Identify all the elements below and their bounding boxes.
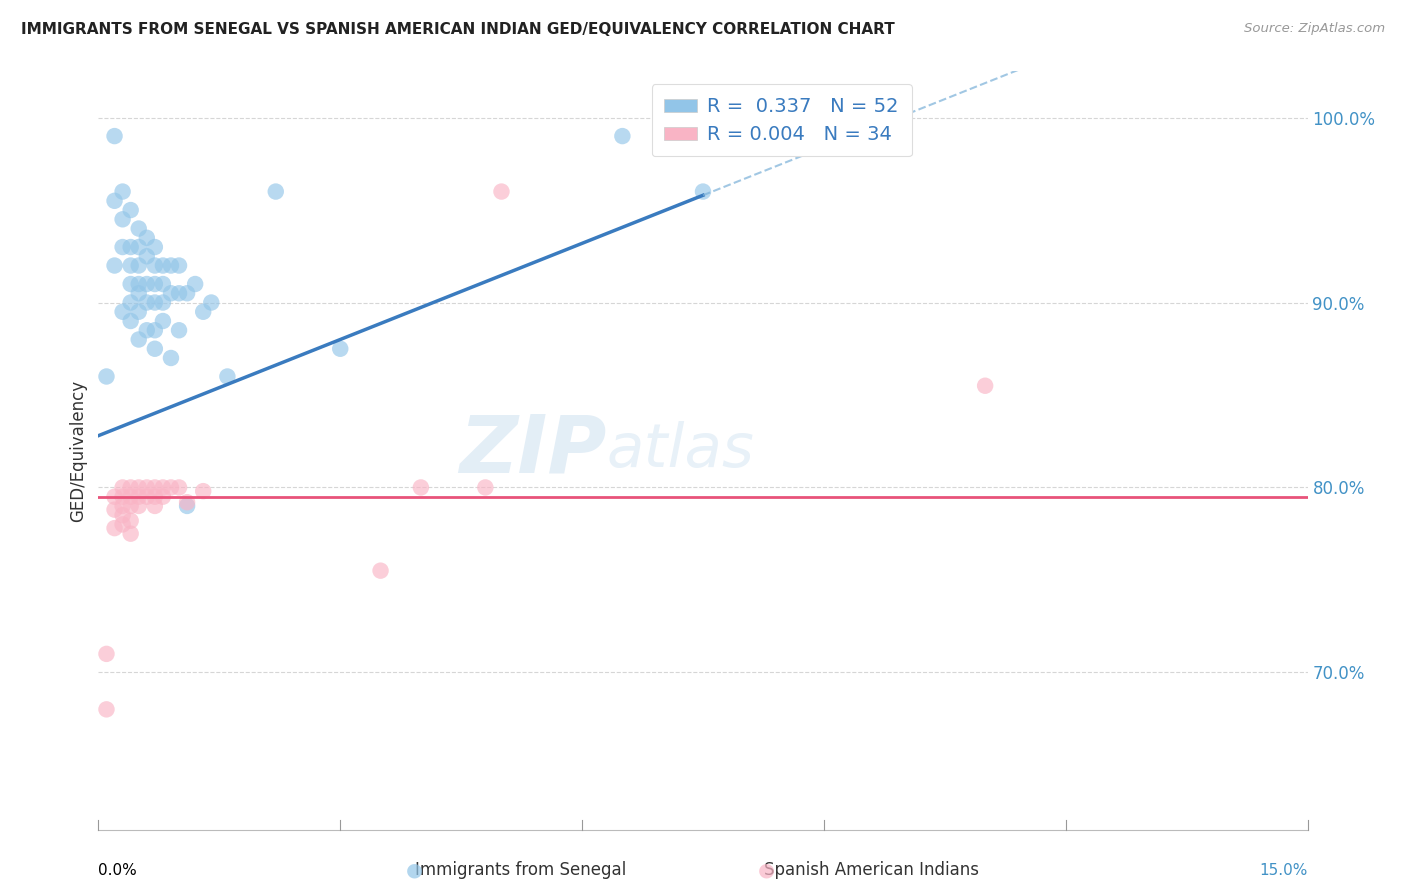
Point — [160, 480, 183, 494]
Point — [120, 259, 142, 273]
Point — [103, 259, 125, 273]
Point — [612, 129, 634, 144]
Point — [135, 295, 157, 310]
Point — [111, 490, 134, 504]
Point — [152, 490, 174, 504]
Point — [103, 490, 125, 504]
Point — [111, 480, 134, 494]
Point — [111, 517, 134, 532]
Point — [370, 564, 392, 578]
Text: ●: ● — [758, 860, 775, 880]
Legend: R =  0.337   N = 52, R = 0.004   N = 34: R = 0.337 N = 52, R = 0.004 N = 34 — [651, 84, 911, 156]
Text: Spanish American Indians: Spanish American Indians — [765, 861, 979, 879]
Point — [329, 342, 352, 356]
Point — [143, 323, 166, 337]
Point — [128, 240, 150, 254]
Point — [193, 305, 215, 319]
Point — [217, 369, 239, 384]
Point — [111, 212, 134, 227]
Point — [176, 499, 198, 513]
Point — [160, 286, 183, 301]
Point — [152, 259, 174, 273]
Point — [128, 499, 150, 513]
Point — [120, 277, 142, 291]
Point — [143, 295, 166, 310]
Point — [135, 277, 157, 291]
Point — [120, 499, 142, 513]
Point — [176, 286, 198, 301]
Point — [128, 333, 150, 347]
Point — [143, 240, 166, 254]
Point — [120, 490, 142, 504]
Point — [111, 185, 134, 199]
Point — [128, 286, 150, 301]
Point — [120, 480, 142, 494]
Text: ZIP: ZIP — [458, 411, 606, 490]
Point — [184, 277, 207, 291]
Point — [143, 499, 166, 513]
Y-axis label: GED/Equivalency: GED/Equivalency — [69, 379, 87, 522]
Point — [128, 480, 150, 494]
Point — [128, 490, 150, 504]
Point — [103, 194, 125, 208]
Point — [167, 480, 190, 494]
Point — [128, 259, 150, 273]
Point — [152, 295, 174, 310]
Point — [128, 221, 150, 235]
Point — [152, 314, 174, 328]
Point — [160, 351, 183, 365]
Point — [167, 323, 190, 337]
Point — [120, 526, 142, 541]
Point — [111, 305, 134, 319]
Point — [143, 277, 166, 291]
Point — [135, 480, 157, 494]
Point — [167, 259, 190, 273]
Text: 0.0%: 0.0% — [98, 863, 138, 878]
Point — [491, 185, 513, 199]
Point — [96, 369, 118, 384]
Point — [135, 249, 157, 263]
Text: IMMIGRANTS FROM SENEGAL VS SPANISH AMERICAN INDIAN GED/EQUIVALENCY CORRELATION C: IMMIGRANTS FROM SENEGAL VS SPANISH AMERI… — [21, 22, 894, 37]
Point — [128, 277, 150, 291]
Point — [120, 314, 142, 328]
Point — [103, 521, 125, 535]
Text: Immigrants from Senegal: Immigrants from Senegal — [415, 861, 626, 879]
Point — [96, 647, 118, 661]
Point — [152, 480, 174, 494]
Point — [143, 490, 166, 504]
Point — [200, 295, 222, 310]
Point — [135, 323, 157, 337]
Text: Source: ZipAtlas.com: Source: ZipAtlas.com — [1244, 22, 1385, 36]
Point — [96, 702, 118, 716]
Point — [120, 240, 142, 254]
Point — [111, 508, 134, 523]
Point — [474, 480, 496, 494]
Point — [103, 502, 125, 516]
Text: ●: ● — [406, 860, 423, 880]
Point — [120, 295, 142, 310]
Point — [264, 185, 287, 199]
Point — [409, 480, 432, 494]
Point — [135, 231, 157, 245]
Point — [176, 495, 198, 509]
Point — [160, 259, 183, 273]
Point — [143, 259, 166, 273]
Point — [143, 342, 166, 356]
Point — [143, 480, 166, 494]
Point — [152, 277, 174, 291]
Point — [692, 185, 714, 199]
Point — [128, 305, 150, 319]
Text: 15.0%: 15.0% — [1260, 863, 1308, 878]
Point — [193, 484, 215, 499]
Point — [111, 499, 134, 513]
Point — [135, 490, 157, 504]
Point — [103, 129, 125, 144]
Point — [167, 286, 190, 301]
Text: atlas: atlas — [606, 421, 754, 480]
Point — [111, 240, 134, 254]
Point — [120, 514, 142, 528]
Point — [974, 378, 997, 392]
Point — [120, 202, 142, 217]
